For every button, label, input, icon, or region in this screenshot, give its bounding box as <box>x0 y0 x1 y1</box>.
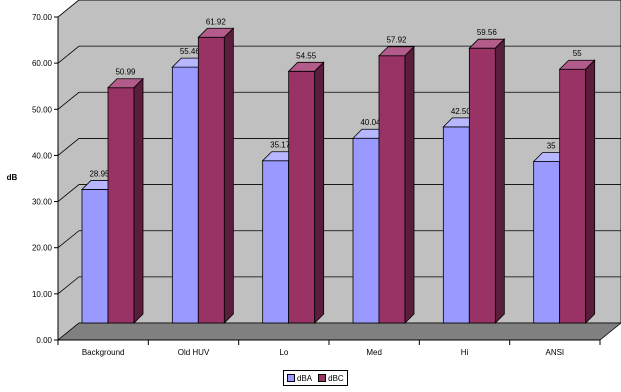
legend-entry-dba: dBA <box>287 374 312 383</box>
x-tick-label: Med <box>366 348 382 357</box>
y-tick-label: 0.00 <box>36 336 52 345</box>
data-label: 61.92 <box>206 17 227 26</box>
legend: dBA dBC <box>283 370 348 386</box>
data-label: 59.56 <box>477 28 498 37</box>
x-tick-label: Hi <box>461 348 469 357</box>
legend-label-dbc: dBC <box>328 373 344 383</box>
bar-dbc-front <box>559 68 587 324</box>
gridline <box>57 276 621 295</box>
y-tick-label: 40.00 <box>32 151 53 160</box>
bar-dbc-front <box>197 36 225 324</box>
bar-dba-front <box>171 66 199 324</box>
y-axis-title: dB <box>7 173 18 182</box>
y-tick-label: 20.00 <box>32 244 53 253</box>
data-label: 35 <box>547 142 556 151</box>
data-label: 55.46 <box>180 47 201 56</box>
legend-swatch-dbc <box>318 374 327 382</box>
gridline <box>57 184 621 202</box>
data-label: 40.04 <box>360 118 381 127</box>
bar-dbc-side <box>494 38 505 324</box>
bar-dba-front <box>262 160 290 324</box>
bar-dbc-front <box>468 47 496 324</box>
chart-floor <box>56 322 621 341</box>
bar-dbc-side <box>223 27 234 324</box>
bar-dbc-side <box>585 59 596 324</box>
data-label: 57.92 <box>386 36 407 45</box>
x-tick-label: Old HUV <box>178 348 210 357</box>
bar-dbc-front <box>107 87 135 324</box>
legend-entry-dbc: dBC <box>318 374 344 383</box>
data-label: 55 <box>573 49 582 58</box>
y-tick-label: 50.00 <box>32 105 53 114</box>
bar-dba-front <box>352 137 380 324</box>
gridline <box>57 230 621 249</box>
bar-dba-front <box>442 126 470 324</box>
y-tick-label: 60.00 <box>32 59 53 68</box>
x-tick-label: Background <box>82 348 125 357</box>
bar-dba-front <box>81 189 109 324</box>
y-tick-label: 70.00 <box>32 13 53 22</box>
bar-dbc-front <box>378 55 406 324</box>
gridline <box>57 138 621 156</box>
x-tick-label: Lo <box>279 348 288 357</box>
legend-label-dba: dBA <box>297 373 313 383</box>
data-label: 35.17 <box>270 141 291 150</box>
gridline <box>57 45 621 64</box>
y-tick-label: 30.00 <box>32 198 53 207</box>
legend-swatch-dba <box>287 374 295 382</box>
bar-dbc-front <box>288 70 316 324</box>
x-tick-label: ANSI <box>545 348 564 357</box>
data-label: 42.50 <box>451 107 472 116</box>
bar-dba-front <box>533 161 561 324</box>
data-label: 50.99 <box>115 68 136 77</box>
gridline <box>57 91 621 110</box>
y-tick-label: 10.00 <box>32 290 53 299</box>
gridline <box>57 0 621 18</box>
bar-dbc-side <box>404 45 415 324</box>
bar-dbc-side <box>133 77 144 324</box>
data-label: 28.95 <box>89 169 110 178</box>
bar-dbc-side <box>314 61 325 324</box>
data-label: 54.55 <box>296 51 317 60</box>
